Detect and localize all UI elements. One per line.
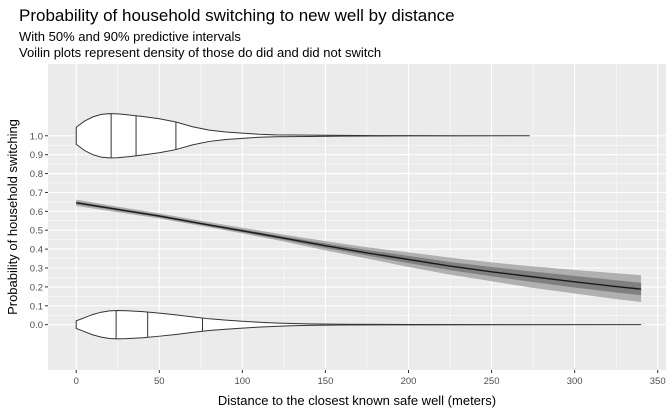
x-tick-label: 50 — [154, 376, 165, 387]
axis-ticks — [45, 135, 659, 373]
interval-50-band — [76, 201, 642, 296]
y-tick-label: 1.0 — [30, 131, 43, 142]
y-tick-labels: 0.0 0.1 0.2 0.3 0.4 0.5 0.6 0.7 0.8 0.9 1.0 — [30, 131, 43, 331]
y-axis-title: Probability of household switching — [5, 119, 20, 315]
fitted-probability-line — [76, 202, 642, 290]
chart-marks — [75, 113, 642, 340]
x-tick-label: 150 — [318, 376, 334, 387]
x-tick-label: 0 — [74, 376, 79, 387]
x-tick-label: 250 — [484, 376, 500, 387]
y-tick-label: 0.3 — [30, 264, 43, 275]
chart-subtitle-line-1: With 50% and 90% predictive intervals — [19, 29, 241, 44]
x-tick-label: 350 — [650, 376, 666, 387]
x-axis-title: Distance to the closest known safe well … — [218, 393, 496, 408]
y-tick-label: 0.4 — [30, 245, 43, 256]
chart-subtitle-line-2: Voilin plots represent density of those … — [19, 45, 381, 60]
y-tick-label: 0.1 — [30, 301, 43, 312]
violin-not-switched — [75, 309, 642, 340]
chart-title: Probability of household switching to ne… — [19, 6, 455, 25]
x-tick-labels: 0 50 100 150 200 250 300 350 — [74, 376, 666, 387]
y-tick-label: 0.2 — [30, 282, 43, 293]
y-tick-label: 0.0 — [30, 320, 43, 331]
y-tick-label: 0.8 — [30, 169, 43, 180]
x-tick-label: 100 — [234, 376, 250, 387]
x-tick-label: 300 — [567, 376, 583, 387]
y-tick-label: 0.5 — [30, 226, 43, 237]
x-tick-label: 200 — [401, 376, 417, 387]
y-tick-label: 0.7 — [30, 188, 43, 199]
y-tick-label: 0.9 — [30, 150, 43, 161]
y-tick-label: 0.6 — [30, 207, 43, 218]
violin-switched — [75, 113, 530, 159]
